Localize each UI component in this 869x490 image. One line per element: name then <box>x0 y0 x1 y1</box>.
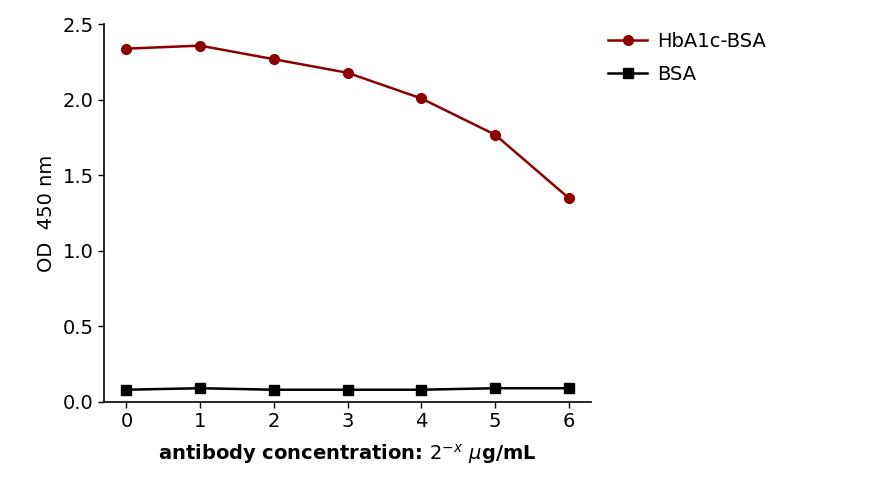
Y-axis label: OD  450 nm: OD 450 nm <box>36 154 56 272</box>
HbA1c-BSA <box>269 56 279 62</box>
BSA <box>121 387 131 392</box>
HbA1c-BSA <box>564 195 574 201</box>
Line: BSA: BSA <box>122 383 574 394</box>
BSA <box>269 387 279 392</box>
BSA <box>564 385 574 391</box>
HbA1c-BSA <box>490 132 501 138</box>
HbA1c-BSA <box>416 96 427 101</box>
HbA1c-BSA <box>195 43 205 49</box>
BSA <box>416 387 427 392</box>
Line: HbA1c-BSA: HbA1c-BSA <box>122 41 574 203</box>
BSA <box>195 385 205 391</box>
X-axis label: antibody concentration: $2^{-x}$ $\mu$g/mL: antibody concentration: $2^{-x}$ $\mu$g/… <box>158 442 537 466</box>
Legend: HbA1c-BSA, BSA: HbA1c-BSA, BSA <box>600 24 773 92</box>
BSA <box>342 387 353 392</box>
HbA1c-BSA <box>342 70 353 76</box>
HbA1c-BSA <box>121 46 131 51</box>
BSA <box>490 385 501 391</box>
